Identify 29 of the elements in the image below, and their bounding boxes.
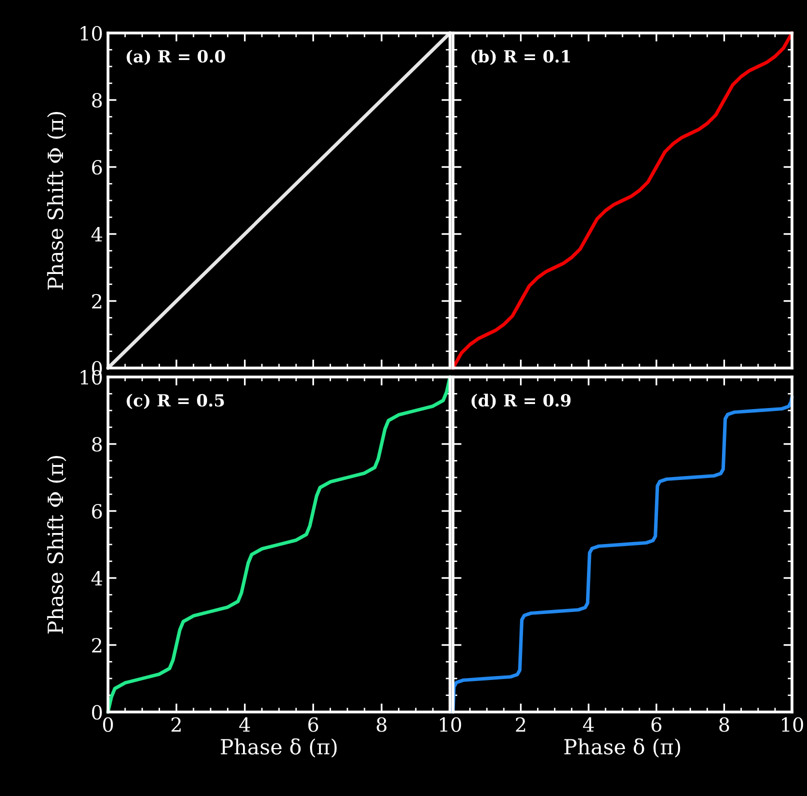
x-tick-label: 10 [782, 717, 804, 732]
y-tick-label: 0 [92, 704, 102, 720]
y-tick-label: 10 [80, 26, 102, 41]
x-tick-label: 8 [719, 717, 730, 732]
x-tick-label: 8 [376, 717, 386, 732]
annotation: (a) R = 0.0 [126, 50, 226, 66]
y-tick-label: 6 [92, 160, 102, 175]
x-axis-title: Phase δ (π) [220, 738, 337, 758]
y-tick-label: 4 [91, 570, 102, 586]
x-tick-label: 0 [103, 717, 113, 732]
x-tick-label: 10 [440, 717, 462, 732]
y-axis-title: Phase Shift Φ (π) [47, 112, 66, 290]
annotation: (c) R = 0.5 [126, 394, 224, 410]
y-axis-title: Phase Shift Φ (π) [47, 456, 66, 634]
y-tick-label: 2 [92, 638, 102, 652]
y-tick-label: 2 [92, 294, 102, 308]
x-tick-label: 6 [308, 717, 318, 732]
x-tick-label: 6 [652, 717, 662, 732]
annotation: (d) R = 0.9 [472, 394, 571, 410]
x-tick-label: 2 [516, 717, 526, 732]
x-tick-label: 4 [239, 717, 250, 732]
y-tick-label: 8 [92, 436, 102, 452]
x-axis-title: Phase δ (π) [564, 738, 680, 758]
x-tick-label: 4 [583, 717, 594, 732]
annotation: (b) R = 0.1 [472, 50, 570, 66]
y-tick-label: 4 [91, 226, 102, 242]
y-tick-label: 8 [92, 92, 102, 108]
y-tick-label: 6 [92, 504, 102, 519]
x-tick-label: 2 [172, 717, 181, 732]
